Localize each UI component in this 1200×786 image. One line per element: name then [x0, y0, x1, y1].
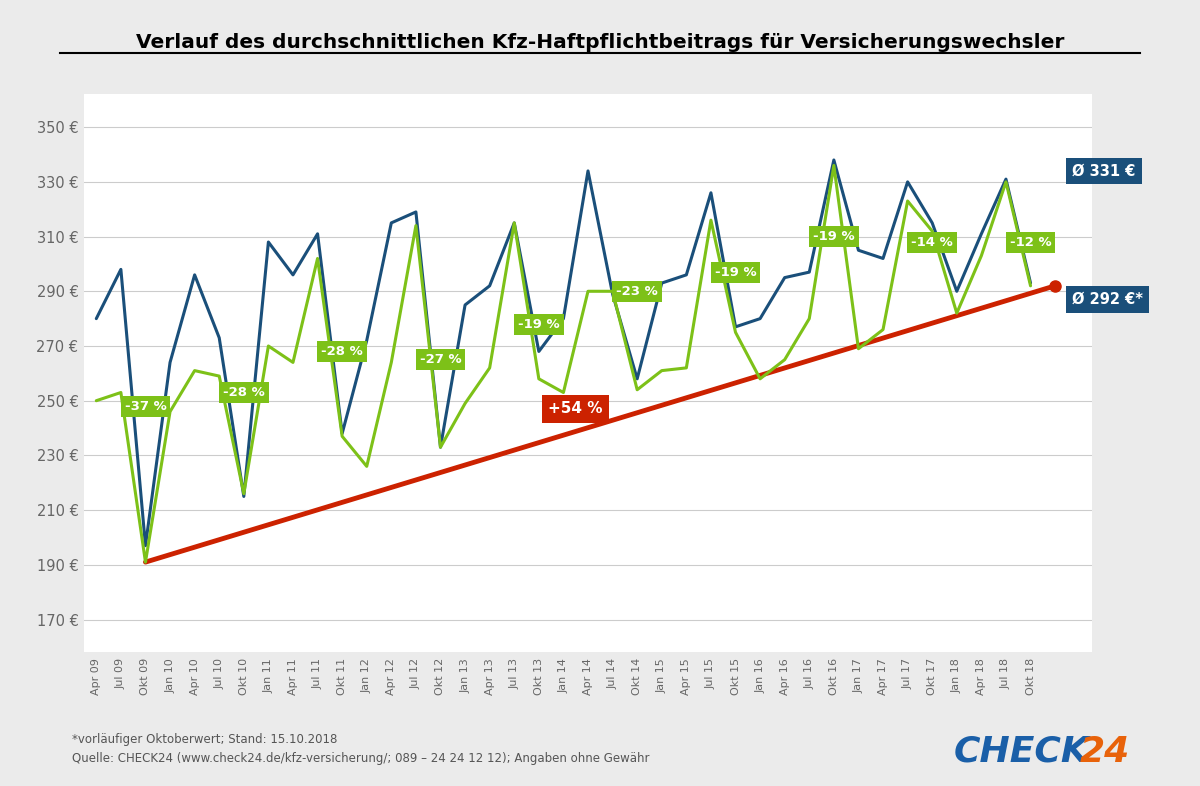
Text: -23 %: -23 % [617, 285, 658, 298]
Text: -19 %: -19 % [518, 318, 559, 331]
Text: CHECK: CHECK [954, 735, 1090, 769]
Text: Quelle: CHECK24 (www.check24.de/kfz-versicherung/; 089 – 24 24 12 12); Angaben o: Quelle: CHECK24 (www.check24.de/kfz-vers… [72, 752, 649, 766]
Text: -19 %: -19 % [715, 266, 756, 278]
Text: 24: 24 [1080, 735, 1130, 769]
Text: Ø 292 €*: Ø 292 €* [1073, 292, 1144, 307]
Text: -14 %: -14 % [911, 236, 953, 248]
Text: *vorläufiger Oktoberwert; Stand: 15.10.2018: *vorläufiger Oktoberwert; Stand: 15.10.2… [72, 733, 337, 746]
Text: -28 %: -28 % [322, 345, 364, 358]
Text: -37 %: -37 % [125, 399, 167, 413]
Text: -12 %: -12 % [1009, 236, 1051, 248]
Text: +54 %: +54 % [548, 402, 602, 417]
Text: -19 %: -19 % [814, 230, 854, 243]
Text: -28 %: -28 % [223, 386, 265, 399]
Text: Ø 331 €: Ø 331 € [1073, 163, 1135, 178]
Text: -27 %: -27 % [420, 353, 461, 366]
Text: Verlauf des durchschnittlichen Kfz-Haftpflichtbeitrags für Versicherungswechsler: Verlauf des durchschnittlichen Kfz-Haftp… [136, 33, 1064, 52]
